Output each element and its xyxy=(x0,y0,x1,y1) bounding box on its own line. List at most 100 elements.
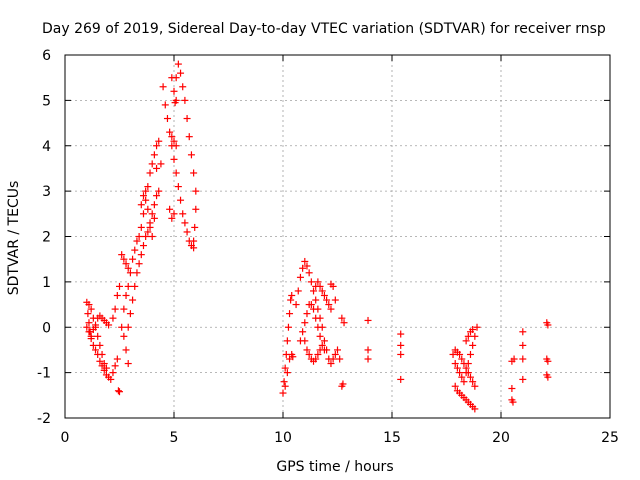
data-point xyxy=(102,364,110,372)
data-point xyxy=(460,360,468,368)
data-point xyxy=(340,319,348,327)
data-point xyxy=(327,360,335,368)
data-point xyxy=(458,373,466,381)
data-point xyxy=(83,323,91,331)
data-point xyxy=(174,60,182,68)
y-tick-label: 5 xyxy=(42,93,51,109)
data-point xyxy=(301,319,309,327)
data-point xyxy=(544,373,552,381)
data-point xyxy=(137,201,145,209)
data-point xyxy=(135,260,143,268)
y-tick-label: -2 xyxy=(37,411,51,427)
data-point xyxy=(451,382,459,390)
data-point xyxy=(124,323,132,331)
data-point xyxy=(301,337,309,345)
data-point xyxy=(113,355,121,363)
data-point xyxy=(191,223,199,231)
data-point xyxy=(281,364,289,372)
y-tick-label: 3 xyxy=(42,184,51,200)
data-point xyxy=(139,210,147,218)
data-point xyxy=(96,357,104,365)
data-point xyxy=(144,228,152,236)
data-point xyxy=(283,337,291,345)
data-point xyxy=(113,291,121,299)
data-point xyxy=(89,314,97,322)
data-point xyxy=(116,388,123,396)
data-point xyxy=(323,296,331,304)
data-point xyxy=(153,164,161,172)
data-point xyxy=(135,233,143,240)
data-point xyxy=(166,128,174,136)
data-point xyxy=(519,328,527,336)
data-point xyxy=(314,323,322,331)
data-point xyxy=(466,350,474,358)
data-point xyxy=(325,301,333,309)
data-point xyxy=(170,155,178,163)
data-point xyxy=(299,264,307,272)
data-point xyxy=(320,291,328,299)
x-tick-label: 20 xyxy=(492,430,510,446)
data-point xyxy=(301,257,309,265)
data-point xyxy=(172,169,180,177)
data-point xyxy=(464,332,472,340)
data-point xyxy=(168,214,176,222)
data-point xyxy=(471,332,479,340)
data-point xyxy=(519,355,527,363)
data-point xyxy=(287,296,295,304)
data-point xyxy=(185,133,193,141)
data-point xyxy=(124,264,132,272)
data-point xyxy=(314,278,322,286)
data-point xyxy=(312,314,320,322)
data-point xyxy=(146,169,154,177)
data-point xyxy=(510,355,518,363)
y-tick-label: 2 xyxy=(42,230,51,246)
data-point xyxy=(120,255,128,263)
data-point xyxy=(508,385,516,393)
data-point xyxy=(148,160,156,168)
data-point xyxy=(124,282,132,290)
data-point xyxy=(170,210,178,218)
data-point xyxy=(469,326,477,334)
data-point xyxy=(183,228,191,236)
data-point xyxy=(305,350,313,358)
data-point xyxy=(329,282,337,290)
axis-ticks xyxy=(64,54,611,419)
data-point xyxy=(148,210,156,218)
data-point xyxy=(111,362,119,370)
data-point xyxy=(133,237,141,245)
data-point xyxy=(105,321,113,329)
data-point xyxy=(364,355,372,363)
data-point xyxy=(289,353,297,361)
data-point xyxy=(157,160,165,168)
data-point xyxy=(183,115,191,123)
data-point xyxy=(318,341,326,349)
data-point xyxy=(192,187,200,195)
data-point xyxy=(179,210,187,218)
data-point xyxy=(179,83,187,91)
data-point xyxy=(316,282,324,290)
data-point xyxy=(109,314,117,322)
data-point xyxy=(116,282,123,290)
data-point xyxy=(131,246,139,254)
data-point xyxy=(331,296,339,304)
data-point xyxy=(174,183,182,191)
data-point xyxy=(296,273,304,281)
data-point xyxy=(155,137,163,145)
data-point xyxy=(286,310,294,318)
data-point xyxy=(462,337,470,345)
data-point xyxy=(100,360,108,368)
data-point xyxy=(114,387,122,395)
data-point xyxy=(460,378,468,386)
data-point xyxy=(312,355,320,363)
data-point xyxy=(142,187,150,195)
data-point xyxy=(303,262,311,270)
data-point xyxy=(131,282,139,290)
data-point xyxy=(471,382,479,390)
data-point xyxy=(320,337,328,345)
data-point xyxy=(170,87,178,95)
data-point xyxy=(466,373,474,381)
y-tick-label: 4 xyxy=(42,139,51,155)
data-point xyxy=(118,251,126,259)
